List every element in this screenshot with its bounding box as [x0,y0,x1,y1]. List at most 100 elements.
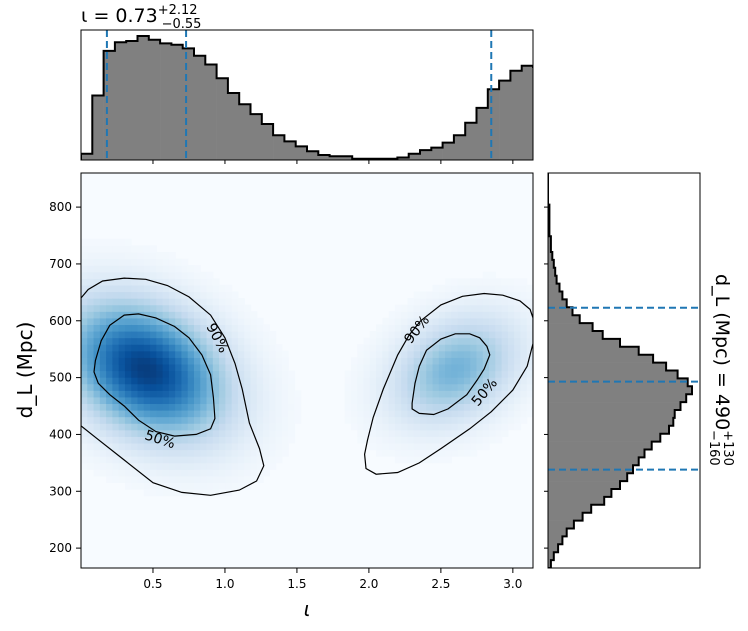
heatmap-cell [81,344,88,352]
heatmap-cell [520,284,528,293]
heatmap-cell [219,436,226,444]
heatmap-cell [194,423,201,431]
heatmap-cell [168,311,176,319]
heatmap-cell [143,469,151,477]
heatmap-cell [470,298,478,306]
heatmap-cell [269,403,277,411]
heatmap-cell [369,350,377,358]
heatmap-cell [514,317,522,326]
heatmap-cell [445,324,452,332]
heatmap-cell [269,383,277,391]
heatmap-cell [407,350,415,358]
heatmap-cell [495,284,503,293]
heatmap-cell [112,278,120,286]
heatmap-cell [514,370,522,378]
heatmap-cell [81,317,88,326]
heatmap-cell [426,331,434,339]
heatmap-cell [187,429,195,437]
heatmap-cell [495,377,503,385]
heatmap-cell [451,390,459,398]
heatmap-cell [438,449,446,457]
heatmap-cell [344,416,352,424]
heatmap-cell [181,482,189,490]
heatmap-cell [106,350,113,358]
heatmap-cell [350,363,358,372]
heatmap-cell [175,416,183,424]
heatmap-cell [137,357,145,365]
heatmap-cell [212,370,220,378]
heatmap-cell [250,331,258,339]
heatmap-cell [376,449,383,457]
heatmap-cell [118,252,126,260]
heatmap-cell [219,410,226,418]
heatmap-cell [457,449,465,457]
heatmap-cell [482,363,490,372]
heatmap-cell [451,370,459,378]
heatmap-cell [357,383,365,391]
heatmap-cell [112,383,120,391]
heatmap-cell [263,449,270,457]
heatmap-cell [143,423,151,431]
heatmap-cell [288,403,296,411]
heatmap-cell [451,304,459,312]
heatmap-cell [451,416,459,424]
contour-lines [81,277,533,496]
heatmap-cell [281,377,289,385]
heatmap-cell [413,436,421,444]
heatmap-cell [470,396,478,405]
heatmap-cell [181,456,189,464]
heatmap-cell [81,442,88,451]
heatmap-cell [124,475,132,484]
heatmap-cell [143,350,151,358]
heatmap-cell [382,337,390,345]
heatmap-cell [225,284,233,293]
heatmap-cell [181,363,189,372]
heatmap-cell [495,383,503,391]
heatmap-cell [269,462,277,470]
heatmap-cell [93,337,101,345]
heatmap-cell [244,416,252,424]
heatmap-cell [357,423,365,431]
heatmap-cell [156,429,164,437]
heatmap-cell [363,396,371,405]
heatmap-cell [219,462,226,470]
heatmap-cell [281,350,289,358]
heatmap-cell [426,449,434,457]
heatmap-cell [451,350,459,358]
right-histogram-bar [548,473,628,482]
heatmap-cell [200,377,208,385]
heatmap-cell [187,284,195,293]
heatmap-cell [288,390,296,398]
heatmap-cell [112,238,120,247]
heatmap-cell [200,456,208,464]
heatmap-cell [112,469,120,477]
heatmap-cell [250,456,258,464]
right-histogram-bar [548,252,553,261]
heatmap-cell [225,436,233,444]
top-histogram-bar [612,135,624,160]
heatmap-cell [281,403,289,411]
right-histogram-bar [548,236,551,245]
heatmap-cell [263,403,270,411]
heatmap-cell [470,442,478,451]
heatmap-cell [212,436,220,444]
heatmap-cell [194,456,201,464]
heatmap-cell [87,350,95,358]
heatmap-cell [181,324,189,332]
heatmap-cell [137,403,145,411]
heatmap-cell [131,357,139,365]
heatmap-cell [124,298,132,306]
heatmap-cell [231,475,239,484]
heatmap-cell [514,344,522,352]
heatmap-cell [244,337,252,345]
heatmap-cell [344,410,352,418]
heatmap-cell [507,291,515,299]
heatmap-cell [175,370,183,378]
heatmap-cell [131,337,139,345]
heatmap-cell [401,410,409,418]
heatmap-cell [81,271,88,279]
heatmap-cell [231,324,239,332]
heatmap-cell [482,423,490,431]
heatmap-cell [244,344,252,352]
heatmap-cell [451,442,459,451]
